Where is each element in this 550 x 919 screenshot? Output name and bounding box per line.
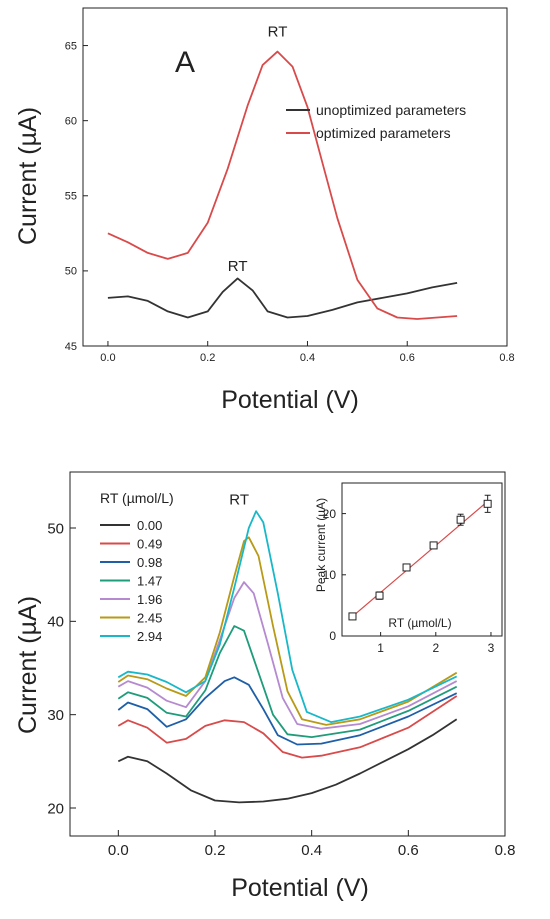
inset-data-point-4 xyxy=(456,515,465,524)
panel-b-series-line-1-47 xyxy=(117,625,458,738)
panel-b-series-line-1-96 xyxy=(117,581,458,730)
panel-b-legend-label-0-98: 0.98 xyxy=(137,555,162,570)
inset-marks xyxy=(348,494,492,621)
panel-a-series-lines xyxy=(107,50,458,320)
panel-b-x-tick-label-2: 0.4 xyxy=(301,842,322,859)
inset-y-axis-label: Peak current (µA) xyxy=(314,498,328,592)
panel-a-series-line-unoptimized-parameters xyxy=(107,277,458,319)
panel-a-series-line-optimized-parameters xyxy=(107,50,458,320)
panel-b-legend-label-0-00: 0.00 xyxy=(137,518,162,533)
panel-b-x-tick-label-0: 0.0 xyxy=(108,842,129,859)
panel-b-series-line-0-00 xyxy=(117,718,458,804)
panel-b-series-lines xyxy=(117,510,458,804)
panel-b-legend-label-2-94: 2.94 xyxy=(137,629,162,644)
inset-y-ticks: 0 10 20 xyxy=(323,507,346,643)
inset-y-tick-label-1: 10 xyxy=(323,568,337,582)
inset-y-tick-label-0: 0 xyxy=(329,629,336,643)
panel-b-y-tick-label-0: 20 xyxy=(47,800,64,817)
panel-b-annotation-rt: RT xyxy=(229,492,249,509)
panel-b-x-tick-label-1: 0.2 xyxy=(205,842,226,859)
inset-x-tick-label-2: 3 xyxy=(488,641,495,655)
inset-data-point-0 xyxy=(348,612,357,621)
panel-b-legend-label-0-49: 0.49 xyxy=(137,537,162,552)
panel-b-legend-label-1-47: 1.47 xyxy=(137,574,162,589)
panel-a-y-tick-label-3: 60 xyxy=(65,116,77,128)
inset-data-point-2 xyxy=(402,563,411,572)
panel-a-plot-frame xyxy=(82,7,508,347)
panel-b-plot-frame xyxy=(69,471,506,837)
panel-b-y-axis-label: Current (µA) xyxy=(14,596,42,734)
panel-a-x-tick-label-1: 0.2 xyxy=(200,352,215,364)
panel-b-x-axis-label: Potential (V) xyxy=(231,874,369,902)
inset-data-point-3 xyxy=(429,541,438,550)
panel-a-y-tick-label-0: 45 xyxy=(65,341,77,353)
inset-y-tick-label-2: 20 xyxy=(323,507,337,521)
panel-b-inset: 1 2 3 0 10 20 RT (µmol/L) Peak current (µA) xyxy=(314,482,503,655)
legend-label-unoptimized: unoptimized parameters xyxy=(316,102,466,118)
inset-fit-line xyxy=(352,500,489,617)
panel-a-x-tick-label-0: 0.0 xyxy=(100,352,115,364)
inset-plot-frame xyxy=(341,482,503,637)
inset-data-point-1 xyxy=(375,591,384,600)
panel-a-label: A xyxy=(175,46,195,79)
panel-b-series-line-0-98 xyxy=(117,676,458,746)
panel-a-x-axis-label: Potential (V) xyxy=(221,386,359,414)
inset-x-tick-label-0: 1 xyxy=(377,641,384,655)
panel-a-annotation-rt-optimized: RT xyxy=(268,24,288,41)
inset-x-ticks: 1 2 3 xyxy=(377,632,495,655)
legend-label-optimized: optimized parameters xyxy=(316,125,451,141)
panel-a-annotation-rt-unoptimized: RT xyxy=(228,258,248,275)
panel-a-x-ticks: 0.0 0.2 0.4 0.6 0.8 xyxy=(100,341,515,364)
panel-a-legend: unoptimized parameters optimized paramet… xyxy=(286,102,466,141)
inset-x-axis-label: RT (µmol/L) xyxy=(388,616,451,630)
panel-b-legend: RT (µmol/L) 0.00 0.49 0.98 1.47 1.96 2.45 2.94 xyxy=(100,490,174,644)
panel-b-y-tick-label-2: 40 xyxy=(47,614,64,631)
panel-b-x-ticks: 0.0 0.2 0.4 0.6 0.8 xyxy=(108,830,516,859)
panel-b-y-tick-label-1: 30 xyxy=(47,707,64,724)
inset-data-point-5 xyxy=(483,499,492,508)
panel-b-legend-label-2-45: 2.45 xyxy=(137,611,162,626)
panel-a-y-tick-label-1: 50 xyxy=(65,266,77,278)
panel-b-series-line-0-49 xyxy=(117,695,458,759)
panel-b-y-tick-label-3: 50 xyxy=(47,520,64,537)
inset-x-tick-label-1: 2 xyxy=(432,641,439,655)
panel-a-x-tick-label-3: 0.6 xyxy=(400,352,415,364)
panel-b-y-ticks: 20 30 40 50 xyxy=(47,520,76,817)
panel-b-x-tick-label-3: 0.6 xyxy=(398,842,419,859)
panel-b-x-tick-label-4: 0.8 xyxy=(495,842,516,859)
panel-a: 0.0 0.2 0.4 0.6 0.8 45 50 55 60 65 A RT RT Poten… xyxy=(14,7,515,414)
panel-a-y-ticks: 45 50 55 60 65 xyxy=(65,40,88,353)
panel-a-x-tick-label-4: 0.8 xyxy=(499,352,514,364)
panel-a-y-tick-label-2: 55 xyxy=(65,191,77,203)
panel-b-series-line-2-94 xyxy=(117,510,458,723)
panel-b-legend-title: RT (µmol/L) xyxy=(100,490,174,506)
panel-a-y-tick-label-4: 65 xyxy=(65,40,77,52)
panel-a-x-tick-label-2: 0.4 xyxy=(300,352,315,364)
panel-b-legend-label-1-96: 1.96 xyxy=(137,592,162,607)
panel-a-y-axis-label: Current (µA) xyxy=(14,107,42,245)
